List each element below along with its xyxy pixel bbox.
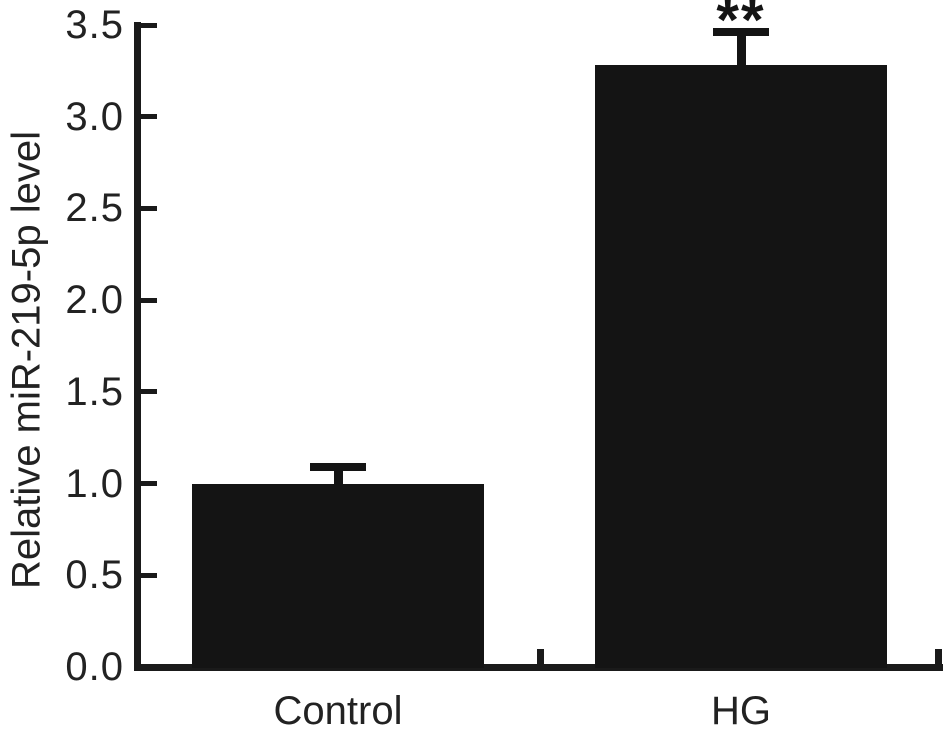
- category-label-control: Control: [273, 689, 403, 733]
- y-tick: [141, 298, 157, 303]
- bar-hg: [595, 65, 887, 668]
- y-tick: [141, 665, 157, 670]
- error-bar-stem: [737, 32, 746, 65]
- x-axis-line: [134, 664, 943, 671]
- error-bar-stem: [334, 467, 343, 484]
- y-tick-label: 3.0: [65, 95, 124, 139]
- bar-control: [192, 484, 484, 668]
- y-tick: [141, 206, 157, 211]
- y-axis-line: [134, 22, 141, 671]
- x-tick: [935, 649, 942, 664]
- y-tick-label: 0.0: [65, 645, 124, 689]
- category-label-hg: HG: [711, 689, 771, 733]
- x-tick: [537, 649, 544, 664]
- y-tick: [141, 114, 157, 119]
- y-tick: [141, 481, 157, 486]
- y-tick-label: 1.0: [65, 462, 124, 506]
- y-tick: [141, 573, 157, 578]
- y-tick-label: 2.0: [65, 278, 124, 322]
- y-tick-label: 0.5: [65, 553, 124, 597]
- y-tick: [141, 389, 157, 394]
- significance-marker: **: [716, 0, 766, 53]
- y-tick: [141, 23, 157, 28]
- y-tick-label: 2.5: [65, 186, 124, 230]
- y-tick-label: 1.5: [65, 370, 124, 414]
- y-tick-label: 3.5: [65, 3, 124, 47]
